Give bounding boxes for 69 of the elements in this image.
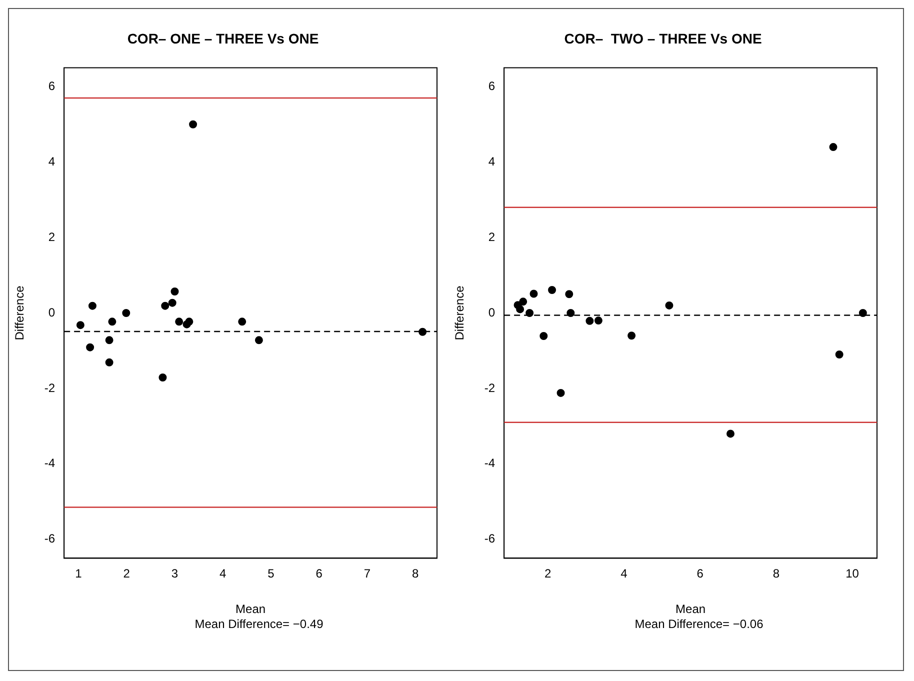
point [540, 332, 548, 340]
x-tick-label: 8 [412, 566, 419, 581]
y-tick-label: 6 [48, 78, 56, 93]
point [665, 301, 674, 310]
point [628, 332, 636, 340]
point [105, 358, 114, 366]
point [168, 298, 176, 307]
y-tick-label: -6 [44, 532, 56, 546]
point [526, 309, 534, 317]
point [88, 302, 96, 310]
point [86, 343, 94, 352]
text: Mean Difference= −0.49 [194, 617, 324, 631]
chart-title: COR– TWO – THREE Vs ONE [564, 30, 762, 46]
x-tick-label: 2 [123, 566, 130, 581]
x-tick-label: 1 [75, 566, 82, 581]
point [594, 316, 602, 325]
text: Mean Difference= −0.06 [634, 617, 764, 631]
point [105, 336, 114, 344]
point [858, 309, 867, 317]
point [530, 290, 538, 298]
y-axis-title: Difference [452, 285, 467, 340]
y-tick-label: 2 [48, 230, 56, 244]
y-tick-label: -2 [44, 380, 56, 395]
y-tick-label: 6 [488, 78, 496, 93]
point [254, 336, 263, 344]
point [76, 321, 84, 330]
y-tick-label: 0 [48, 305, 56, 320]
x-tick-label: 6 [696, 566, 704, 581]
point [566, 309, 575, 317]
point [238, 318, 246, 326]
point [516, 305, 524, 314]
y-tick-label: -6 [484, 532, 496, 546]
x-tick-label: 8 [772, 566, 780, 581]
point [586, 316, 594, 325]
x-tick-label: 6 [316, 566, 323, 581]
point [835, 350, 844, 358]
point [565, 290, 574, 298]
x-tick-label: 3 [171, 566, 178, 581]
point [548, 286, 556, 294]
y-tick-label: 2 [488, 230, 496, 244]
point [175, 318, 184, 326]
y-tick-label: -4 [44, 456, 56, 470]
x-tick-label: 2 [544, 566, 552, 581]
y-tick-label: -4 [484, 456, 496, 470]
point [829, 143, 838, 152]
point [170, 288, 179, 296]
point [556, 388, 565, 397]
point [185, 318, 194, 326]
y-axis-title: Difference [12, 285, 27, 340]
y-tick-label: 4 [488, 154, 496, 168]
point [161, 302, 170, 310]
x-axis-title: Mean [676, 602, 706, 616]
y-tick-label: 4 [48, 154, 56, 168]
x-tick-label: 7 [364, 566, 371, 581]
point [122, 309, 130, 317]
point [519, 298, 528, 306]
y-tick-label: -2 [484, 380, 496, 395]
point [418, 328, 427, 336]
point [726, 430, 734, 438]
x-tick-label: 10 [846, 566, 860, 581]
point [189, 120, 198, 128]
x-axis-title: Mean [236, 602, 266, 616]
x-tick-label: 4 [620, 566, 628, 581]
x-tick-label: 5 [268, 566, 275, 581]
point [158, 374, 167, 382]
x-tick-label: 4 [220, 566, 227, 581]
y-tick-label: 0 [488, 305, 496, 320]
chart-title: COR– ONE – THREE Vs ONE [127, 30, 319, 46]
point [108, 318, 116, 326]
